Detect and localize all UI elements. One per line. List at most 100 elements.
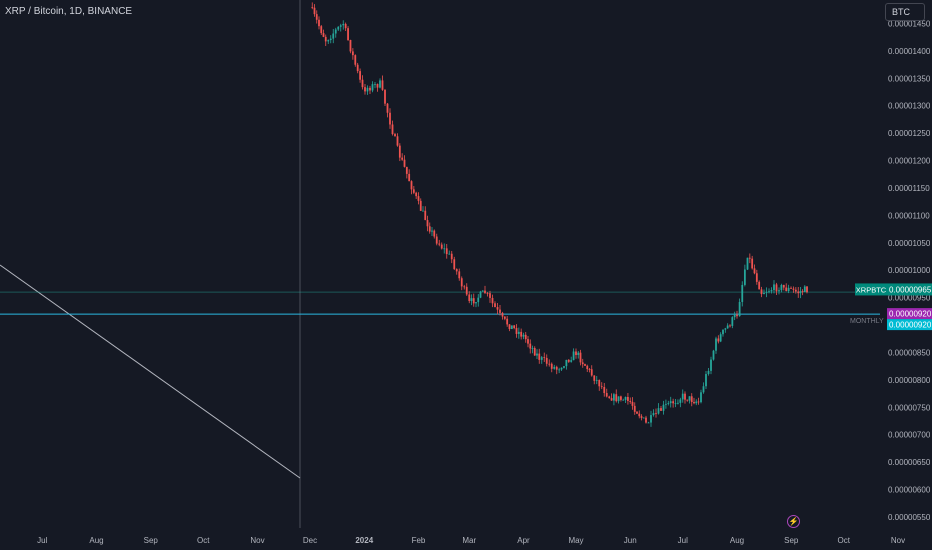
candle-body bbox=[443, 248, 446, 250]
candle-body bbox=[570, 360, 573, 362]
candle-body bbox=[408, 173, 411, 182]
symbol-title[interactable]: XRP / Bitcoin, 1D, BINANCE bbox=[5, 6, 133, 17]
candle-body bbox=[513, 325, 516, 329]
candle-body bbox=[655, 413, 657, 414]
candle-body bbox=[322, 33, 325, 37]
currency-button[interactable]: BTC bbox=[885, 3, 925, 21]
candle-body bbox=[396, 136, 399, 146]
monthly-label: MONTHLY bbox=[850, 318, 884, 325]
candle-body bbox=[627, 396, 629, 401]
candle-body bbox=[715, 338, 717, 351]
candle-body bbox=[455, 269, 458, 272]
candle-body bbox=[337, 26, 340, 30]
candle-body bbox=[755, 273, 758, 282]
candle-body bbox=[431, 230, 433, 232]
candle-body bbox=[733, 314, 736, 318]
candle-body bbox=[712, 350, 715, 360]
candle-body bbox=[677, 402, 679, 404]
time-axis[interactable]: Jul Aug Sep Oct Nov Dec 2024 Feb Mar Apr May Jun Jul… bbox=[37, 536, 905, 545]
price-tick-label: 0.00001250 bbox=[888, 129, 931, 138]
candle-body bbox=[705, 374, 707, 387]
price-axis[interactable]: 0.00001450 0.00001400 0.00001350 0.00001300… bbox=[888, 19, 931, 522]
candle-body bbox=[710, 359, 712, 371]
candle-body bbox=[398, 145, 401, 158]
lightning-icon[interactable]: ⚡ bbox=[787, 515, 800, 528]
candle-body bbox=[638, 413, 641, 417]
candle-body bbox=[563, 366, 565, 368]
candle-body bbox=[417, 196, 420, 201]
line-price-badge bbox=[887, 319, 932, 331]
time-tick-label: Dec bbox=[303, 536, 317, 545]
candle-body bbox=[318, 19, 320, 27]
candle-body bbox=[458, 271, 461, 279]
candle-body bbox=[364, 87, 366, 92]
price-tick-label: 0.00001050 bbox=[888, 239, 931, 248]
candle-body bbox=[731, 317, 734, 326]
time-tick-label: Apr bbox=[517, 536, 530, 545]
candle-body bbox=[320, 26, 323, 34]
trend-line[interactable] bbox=[0, 264, 301, 479]
candle-body bbox=[590, 369, 593, 376]
candle-body bbox=[600, 386, 603, 388]
candle-body bbox=[806, 286, 808, 293]
candle-body bbox=[803, 286, 806, 292]
candle-body bbox=[577, 352, 580, 355]
candle-body bbox=[773, 284, 775, 291]
candle-body bbox=[608, 396, 611, 399]
time-tick-label: Sep bbox=[784, 536, 799, 545]
candle-body bbox=[724, 328, 727, 330]
candle-body bbox=[642, 417, 645, 419]
candle-body bbox=[657, 408, 660, 414]
candle-body bbox=[384, 89, 386, 104]
horizontal-lines[interactable] bbox=[0, 291, 880, 315]
candle-body bbox=[586, 365, 589, 370]
candle-body bbox=[797, 291, 800, 294]
candle-body bbox=[453, 259, 456, 270]
candle-body bbox=[371, 84, 374, 91]
candle-body bbox=[515, 328, 518, 334]
candle-body bbox=[374, 84, 376, 85]
candle-body bbox=[405, 166, 408, 174]
candle-body bbox=[620, 396, 622, 400]
candle-body bbox=[707, 370, 710, 375]
candle-body bbox=[686, 399, 689, 401]
candle-body bbox=[486, 293, 489, 294]
candle-body bbox=[787, 287, 790, 291]
trend-line-segment[interactable] bbox=[0, 264, 301, 479]
candle-body bbox=[645, 417, 647, 423]
candle-body bbox=[503, 316, 506, 319]
candle-body bbox=[584, 364, 586, 366]
candle-body bbox=[522, 334, 525, 337]
candle-body bbox=[688, 396, 691, 401]
candle-body bbox=[510, 325, 513, 330]
candle-body bbox=[445, 248, 448, 255]
candle-body bbox=[506, 318, 509, 325]
candle-body bbox=[603, 386, 606, 394]
candle-body bbox=[572, 351, 575, 361]
candle-body bbox=[684, 393, 686, 400]
candle-body bbox=[379, 80, 381, 88]
candle-body bbox=[640, 416, 643, 418]
candle-body bbox=[743, 269, 746, 285]
last-price-badge bbox=[887, 283, 932, 296]
candle-body bbox=[593, 375, 596, 381]
candle-body bbox=[496, 307, 499, 310]
candle-body bbox=[438, 243, 441, 245]
price-tick-label: 0.00001150 bbox=[888, 184, 930, 193]
candle-body bbox=[540, 357, 543, 360]
time-tick-label: Aug bbox=[730, 536, 744, 545]
time-tick-label: Nov bbox=[250, 536, 264, 545]
candle-body bbox=[775, 284, 778, 292]
time-tick-label: Nov bbox=[891, 536, 905, 545]
candle-body bbox=[763, 292, 765, 295]
line-price-text: 0.00000920 bbox=[889, 321, 932, 330]
candle-body bbox=[667, 403, 670, 404]
candle-body bbox=[366, 87, 369, 92]
candle-body bbox=[778, 290, 780, 292]
candle-body bbox=[401, 157, 404, 160]
candle-body bbox=[508, 324, 511, 330]
candle-body bbox=[389, 112, 391, 125]
candle-body bbox=[633, 405, 636, 412]
